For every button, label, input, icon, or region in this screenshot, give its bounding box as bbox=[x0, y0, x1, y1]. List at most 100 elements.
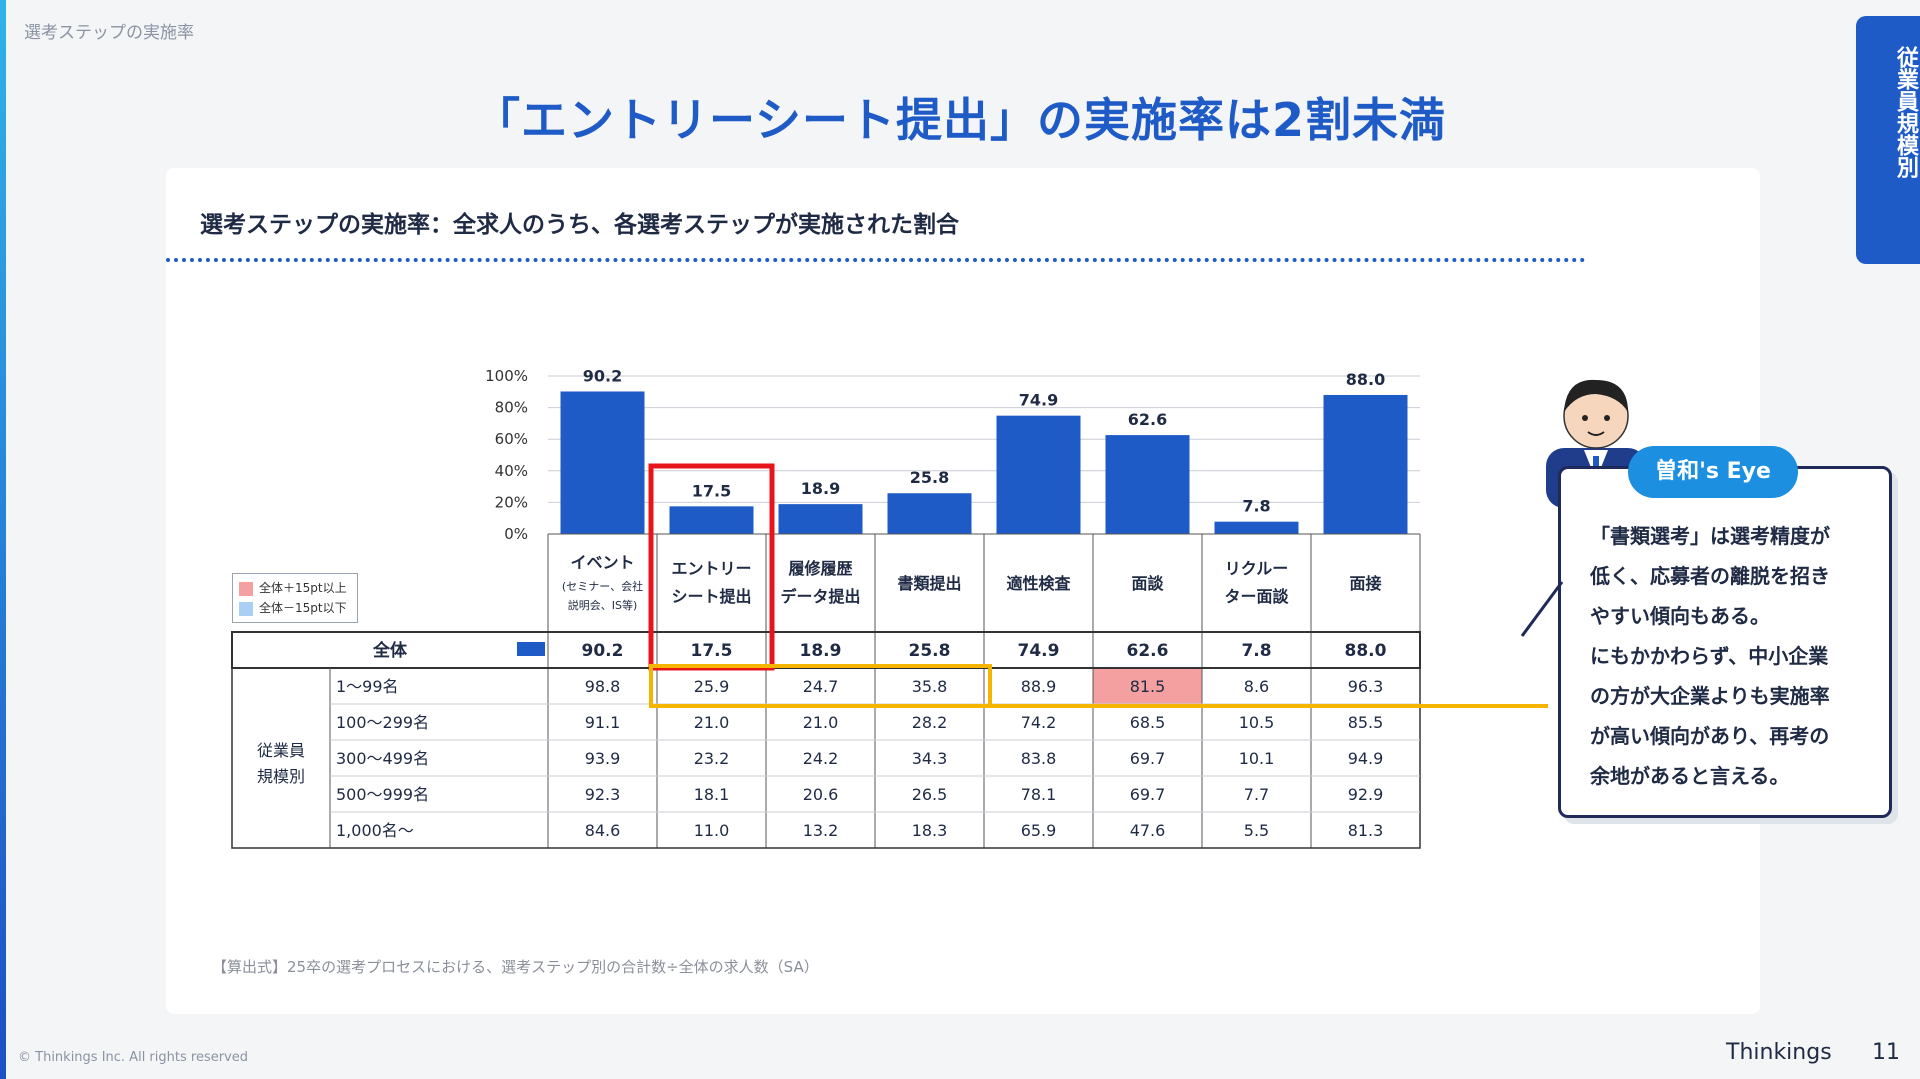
bar bbox=[778, 504, 863, 534]
legend-high: 全体＋15pt以上 bbox=[239, 578, 347, 598]
total-cell: 18.9 bbox=[800, 641, 842, 661]
eye-comment: 「書類選考」は選考精度が 低く、応募者の離脱を招き やすい傾向もある。 にもかか… bbox=[1590, 516, 1870, 796]
bar bbox=[887, 493, 972, 534]
eye-line: やすい傾向もある。 bbox=[1590, 604, 1770, 628]
category-label: シート提出 bbox=[671, 587, 751, 606]
dotted-divider bbox=[166, 258, 1586, 262]
bar-value-label: 90.2 bbox=[583, 366, 622, 385]
table-cell: 68.5 bbox=[1130, 713, 1166, 732]
highlight-cell bbox=[1093, 668, 1202, 704]
table-cell: 7.7 bbox=[1244, 785, 1269, 804]
legend-high-swatch bbox=[239, 581, 253, 596]
table-cell: 92.9 bbox=[1348, 785, 1384, 804]
row-label: 1〜99名 bbox=[336, 677, 399, 696]
table-cell: 88.9 bbox=[1021, 677, 1057, 696]
category-label: データ提出 bbox=[780, 587, 860, 606]
table-cell: 74.2 bbox=[1021, 713, 1057, 732]
formula-footnote: 【算出式】25卒の選考プロセスにおける、選考ステップ別の合計数÷全体の求人数（S… bbox=[212, 958, 819, 976]
total-row-swatch bbox=[517, 642, 545, 656]
bar-value-label: 17.5 bbox=[692, 481, 731, 500]
table-cell: 69.7 bbox=[1130, 785, 1166, 804]
eye-line: にもかかわらず、中小企業 bbox=[1590, 644, 1829, 668]
table-cell: 8.6 bbox=[1244, 677, 1269, 696]
group-label: 従業員 bbox=[257, 741, 305, 760]
y-tick-label: 20% bbox=[495, 493, 528, 511]
legend-low-label: 全体－15pt以下 bbox=[259, 601, 347, 615]
table-cell: 84.6 bbox=[585, 821, 621, 840]
bar bbox=[560, 391, 645, 534]
breadcrumb: 選考ステップの実施率 bbox=[24, 23, 194, 43]
legend-low: 全体－15pt以下 bbox=[239, 598, 347, 618]
category-label: 適性検査 bbox=[1006, 574, 1070, 593]
table-cell: 65.9 bbox=[1021, 821, 1057, 840]
total-cell: 74.9 bbox=[1018, 641, 1060, 661]
table-cell: 91.1 bbox=[585, 713, 621, 732]
avatar-hair bbox=[1564, 379, 1628, 412]
eye-line: 「書類選考」は選考精度が bbox=[1590, 524, 1830, 548]
eye-line: が高い傾向があり、再考の bbox=[1590, 724, 1830, 748]
bar-value-label: 88.0 bbox=[1346, 370, 1385, 389]
table-cell: 20.6 bbox=[803, 785, 839, 804]
total-cell: 17.5 bbox=[691, 641, 733, 661]
bar bbox=[669, 506, 754, 534]
y-tick-label: 100% bbox=[485, 367, 528, 385]
eye-line: 余地があると言える。 bbox=[1590, 764, 1790, 788]
table-cell: 26.5 bbox=[912, 785, 948, 804]
category-label: 書類提出 bbox=[897, 574, 961, 593]
table-cell: 47.6 bbox=[1130, 821, 1166, 840]
category-sublabel: (セミナー、会社 bbox=[562, 579, 643, 593]
eye-line: 低く、応募者の離脱を招き bbox=[1590, 564, 1830, 588]
category-sublabel: 説明会、IS等) bbox=[568, 598, 638, 612]
left-accent-strip bbox=[0, 0, 6, 1079]
table-cell: 83.8 bbox=[1021, 749, 1057, 768]
category-label: エントリー bbox=[671, 559, 751, 578]
table-cell: 10.5 bbox=[1239, 713, 1275, 732]
eye-badge: 曽和's Eye bbox=[1628, 446, 1798, 498]
y-tick-label: 80% bbox=[495, 399, 528, 417]
page-number: 11 bbox=[1872, 1040, 1900, 1065]
total-cell: 62.6 bbox=[1127, 641, 1169, 661]
table-cell: 94.9 bbox=[1348, 749, 1384, 768]
callout-pointer-line bbox=[1520, 581, 1564, 637]
side-tab[interactable]: 従業員規模別 bbox=[1856, 16, 1920, 264]
table-cell: 98.8 bbox=[585, 677, 621, 696]
table-cell: 28.2 bbox=[912, 713, 948, 732]
table-cell: 5.5 bbox=[1244, 821, 1269, 840]
side-tab-label: 従業員規模別 bbox=[1893, 46, 1918, 178]
table-cell: 34.3 bbox=[912, 749, 948, 768]
group-label: 規模別 bbox=[257, 767, 305, 786]
highlight-yellow-box bbox=[649, 664, 992, 708]
bar bbox=[1214, 521, 1299, 534]
total-cell: 25.8 bbox=[909, 641, 951, 661]
legend-high-label: 全体＋15pt以上 bbox=[259, 581, 347, 595]
y-tick-label: 40% bbox=[495, 462, 528, 480]
eye-line: の方が大企業よりも実施率 bbox=[1590, 684, 1830, 708]
table-cell: 35.8 bbox=[912, 677, 948, 696]
table-cell: 21.0 bbox=[803, 713, 839, 732]
brand-logo: Thinkings bbox=[1726, 1040, 1832, 1065]
table-cell: 21.0 bbox=[694, 713, 730, 732]
category-label: 面接 bbox=[1349, 574, 1381, 593]
avatar-mouth bbox=[1587, 431, 1605, 436]
copyright: © Thinkings Inc. All rights reserved bbox=[18, 1050, 249, 1065]
table-cell: 10.1 bbox=[1239, 749, 1275, 768]
table-cell: 81.3 bbox=[1348, 821, 1384, 840]
bar-value-label: 74.9 bbox=[1019, 391, 1058, 410]
y-tick-label: 60% bbox=[495, 430, 528, 448]
legend-low-swatch bbox=[239, 601, 253, 616]
callout-pointer bbox=[1520, 581, 1564, 637]
table-cell: 18.1 bbox=[694, 785, 730, 804]
bar-value-label: 62.6 bbox=[1128, 410, 1167, 429]
category-label: ター面談 bbox=[1224, 587, 1289, 606]
table-cell: 24.7 bbox=[803, 677, 839, 696]
bar-value-label: 7.8 bbox=[1242, 497, 1270, 516]
total-cell: 7.8 bbox=[1241, 641, 1271, 661]
table-cell: 93.9 bbox=[585, 749, 621, 768]
table-cell: 23.2 bbox=[694, 749, 730, 768]
table-cell: 11.0 bbox=[694, 821, 730, 840]
avatar-eye-left bbox=[1582, 415, 1588, 421]
y-tick-label: 0% bbox=[504, 525, 528, 543]
row-label: 100〜299名 bbox=[336, 713, 429, 732]
table-cell: 69.7 bbox=[1130, 749, 1166, 768]
